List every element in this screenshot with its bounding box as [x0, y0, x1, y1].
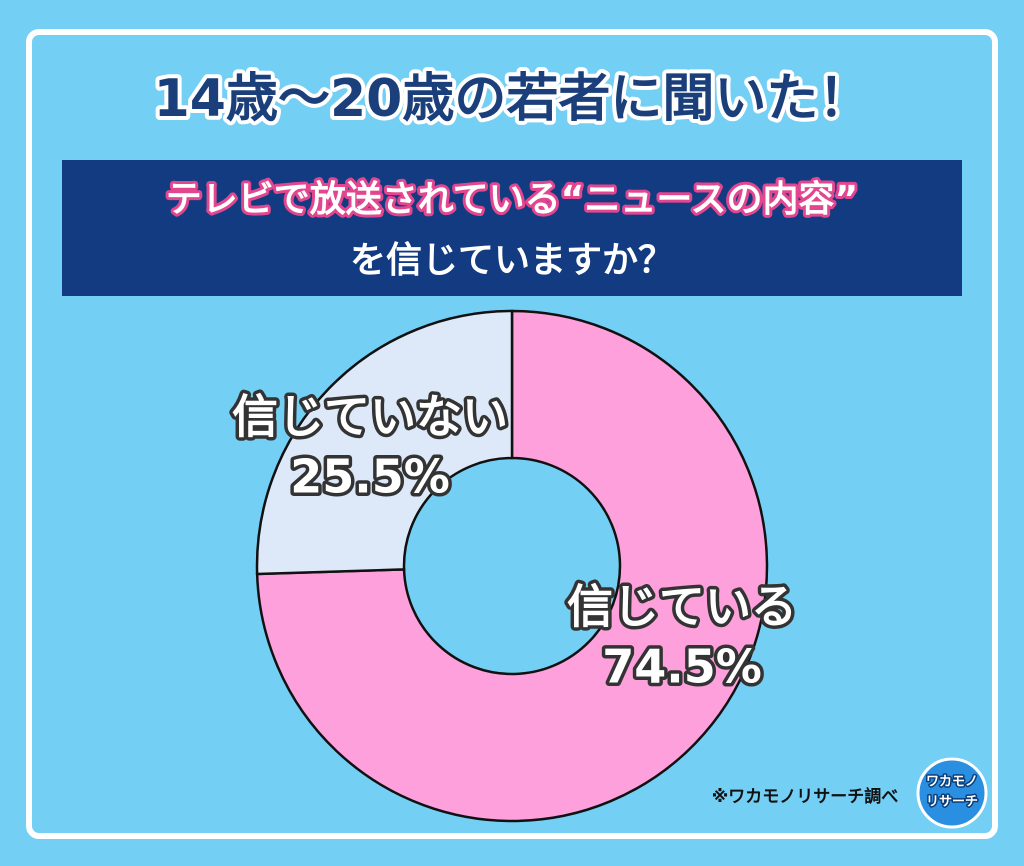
slice-label: 信じている [567, 580, 797, 634]
title: 14歳～20歳の若者に聞いた！ [154, 69, 871, 129]
frame [26, 29, 998, 839]
value-label: 74.5% [602, 640, 762, 694]
logo-badge [916, 757, 988, 829]
logo: ワカモノ リサーチ [916, 757, 988, 829]
subtitle-box [62, 160, 962, 296]
slice [255, 309, 769, 823]
subtitle-line: テレビで放送されている“ニュースの内容” [166, 179, 858, 220]
value-label: 25.5% [290, 450, 450, 504]
slice [255, 309, 514, 576]
logo-text: リサーチ [926, 795, 978, 810]
source: ※ワカモノリサーチ調べ [712, 786, 899, 807]
logo-text: ワカモノ [926, 775, 978, 790]
donut-chart: 信じている 74.5% 信じていない 25.5% [229, 309, 801, 823]
slice-label: 信じていない [232, 390, 508, 444]
subtitle-line: を信じていますか？ [350, 240, 674, 281]
